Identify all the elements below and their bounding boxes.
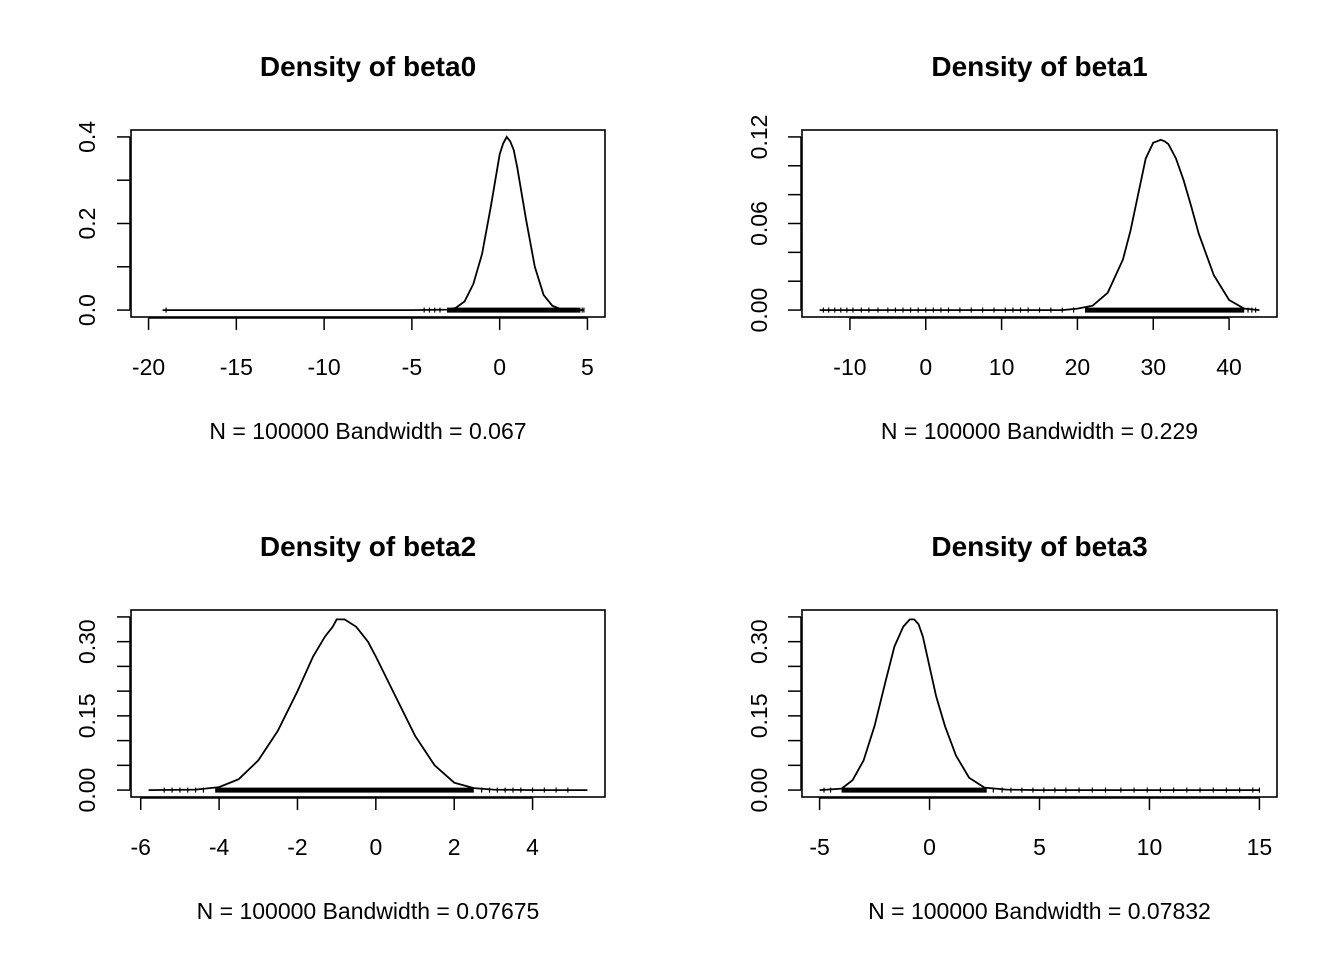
y-tick-label: 0.00 [74, 768, 100, 813]
plot-frame [801, 609, 1278, 798]
y-tick-label: 0.0 [74, 294, 100, 326]
x-tick-label: 4 [526, 834, 539, 860]
x-axis-label: N = 100000 Bandwidth = 0.067 [209, 418, 526, 444]
x-tick-label: 5 [581, 354, 594, 380]
x-tick-label: -10 [307, 354, 340, 380]
x-tick-label: 40 [1216, 354, 1242, 380]
plot-frame [801, 129, 1278, 318]
plot-frame [130, 609, 606, 798]
density-curve [819, 618, 1260, 791]
x-axis-label: N = 100000 Bandwidth = 0.07832 [868, 898, 1211, 924]
y-tick-label: 0.12 [746, 115, 772, 160]
chart-panel-3: Density of beta3 -5 0 5 10 15 0.00 0.15 0.30 N = … [746, 531, 1278, 924]
density-curve [819, 138, 1260, 311]
x-tick-label: 15 [1247, 834, 1273, 860]
y-tick-label: 0.15 [74, 693, 100, 738]
x-tick-label: 0 [369, 834, 382, 860]
chart-panel-2: Density of beta2 -6 -4 -2 0 2 4 0.00 0.15 0.30 N =… [74, 531, 606, 924]
density-curve [148, 618, 588, 791]
x-tick-label: 30 [1140, 354, 1166, 380]
x-tick-label: -6 [130, 834, 150, 860]
y-tick-label: 0.4 [74, 121, 100, 153]
chart-title: Density of beta3 [931, 531, 1147, 562]
x-axis-label: N = 100000 Bandwidth = 0.07675 [197, 898, 540, 924]
x-tick-label: 0 [923, 834, 936, 860]
x-tick-label: -15 [220, 354, 253, 380]
chart-title: Density of beta1 [931, 51, 1147, 82]
x-tick-label: 10 [989, 354, 1015, 380]
x-tick-label: -10 [833, 354, 866, 380]
x-tick-label: -2 [287, 834, 307, 860]
y-tick-label: 0.06 [746, 201, 772, 246]
x-axis-label: N = 100000 Bandwidth = 0.229 [881, 418, 1198, 444]
x-tick-label: 20 [1065, 354, 1091, 380]
x-tick-label: -5 [809, 834, 829, 860]
y-tick-label: 0.00 [746, 288, 772, 333]
y-tick-label: 0.15 [746, 693, 772, 738]
x-tick-label: 5 [1033, 834, 1046, 860]
x-tick-label: 2 [448, 834, 461, 860]
x-tick-label: 0 [919, 354, 932, 380]
density-curve [162, 135, 584, 311]
x-tick-label: -5 [402, 354, 422, 380]
y-tick-label: 0.00 [746, 768, 772, 813]
x-tick-label: 10 [1137, 834, 1163, 860]
chart-title: Density of beta0 [260, 51, 476, 82]
x-tick-label: 0 [493, 354, 506, 380]
plot-frame [130, 129, 606, 318]
x-tick-label: -20 [132, 354, 165, 380]
y-tick-label: 0.2 [74, 208, 100, 240]
chart-panel-0: Density of beta0 -20 -15 -10 -5 0 5 0.0 0.2 0.4 N … [74, 51, 606, 444]
y-tick-label: 0.30 [746, 619, 772, 664]
chart-panel-1: Density of beta1 -10 0 10 20 30 40 0.00 0.06 0.12… [746, 51, 1278, 444]
chart-title: Density of beta2 [260, 531, 476, 562]
y-tick-label: 0.30 [74, 619, 100, 664]
x-tick-label: -4 [209, 834, 230, 860]
